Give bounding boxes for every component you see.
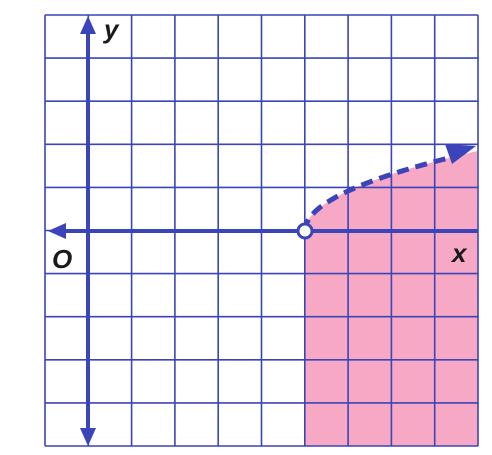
open-point xyxy=(296,222,314,240)
boundary-curve xyxy=(302,154,452,232)
x-axis-arrow xyxy=(48,223,66,239)
origin-label: O xyxy=(52,244,72,274)
y-axis-arrow-top xyxy=(80,16,96,34)
curve-arrow xyxy=(445,144,476,164)
x-axis-label: x xyxy=(450,238,468,268)
y-axis-arrow-bottom xyxy=(80,428,96,446)
y-axis-label: y xyxy=(102,14,120,44)
